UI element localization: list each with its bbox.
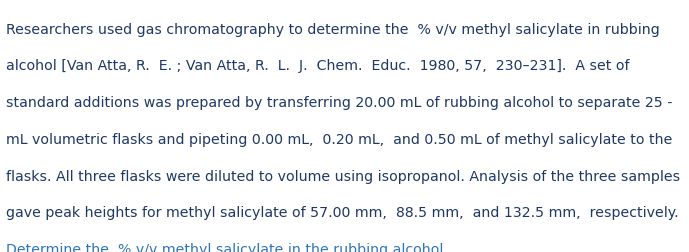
Text: standard additions was prepared by transferring 20.00 mL of rubbing alcohol to s: standard additions was prepared by trans… <box>6 96 672 110</box>
Text: Researchers used gas chromatography to determine the  % v/v methyl salicylate in: Researchers used gas chromatography to d… <box>6 23 659 37</box>
Text: alcohol [Van Atta, R.  E. ; Van Atta, R.  L.  J.  Chem.  Educ.  1980, 57,  230–2: alcohol [Van Atta, R. E. ; Van Atta, R. … <box>6 59 629 73</box>
Text: flasks. All three flasks were diluted to volume using isopropanol. Analysis of t: flasks. All three flasks were diluted to… <box>6 169 679 183</box>
Text: mL volumetric flasks and pipeting 0.00 mL,  0.20 mL,  and 0.50 mL of methyl sali: mL volumetric flasks and pipeting 0.00 m… <box>6 132 672 146</box>
Text: Determine the  % v/v methyl salicylate in the rubbing alcohol.: Determine the % v/v methyl salicylate in… <box>6 242 447 252</box>
Text: gave peak heights for methyl salicylate of 57.00 mm,  88.5 mm,  and 132.5 mm,  r: gave peak heights for methyl salicylate … <box>6 205 678 219</box>
